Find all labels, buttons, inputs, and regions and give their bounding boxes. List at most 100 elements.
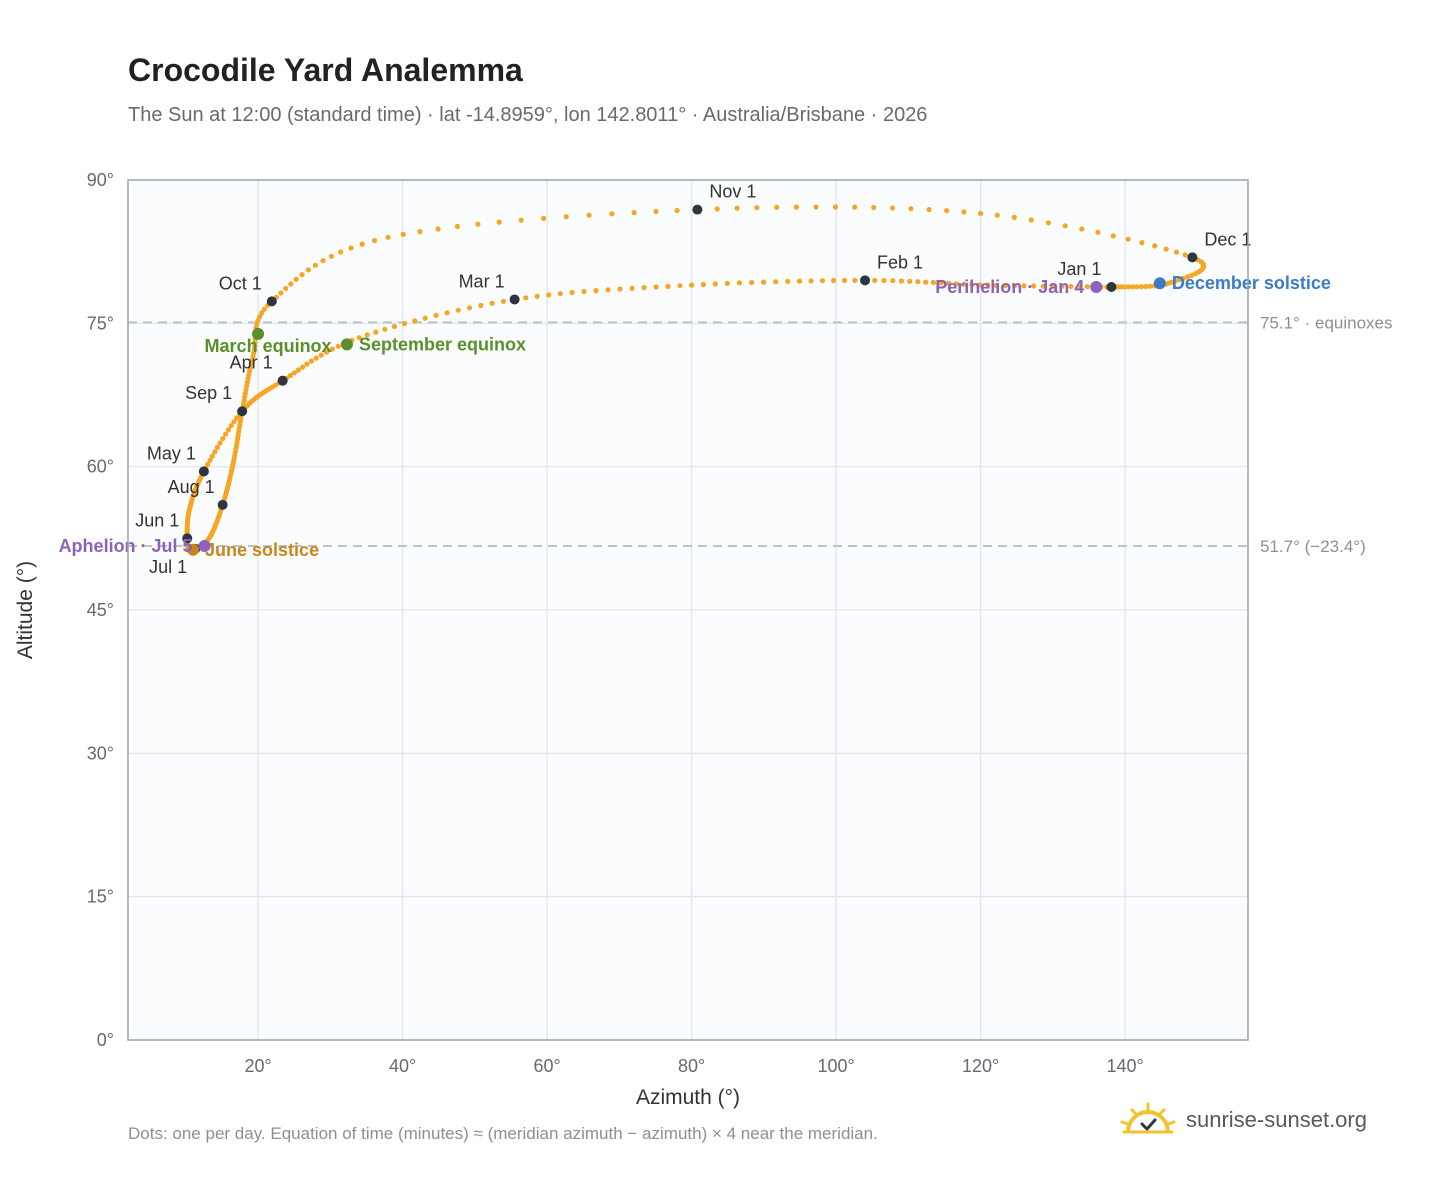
x-tick-label: 100°: [818, 1056, 855, 1076]
daily-dot: [1095, 229, 1101, 235]
daily-dot: [1110, 233, 1116, 239]
daily-dot: [749, 279, 755, 286]
daily-dot: [1028, 217, 1034, 223]
daily-dot: [631, 210, 637, 216]
daily-dot: [938, 280, 944, 286]
x-tick-label: 140°: [1107, 1056, 1144, 1076]
daily-dot: [422, 315, 428, 321]
daily-dot: [653, 284, 659, 290]
event-label: Perihelion · Jan 4: [935, 277, 1084, 297]
daily-dot: [1059, 283, 1065, 289]
month-label: May 1: [147, 443, 196, 463]
daily-dot: [674, 207, 680, 214]
daily-dot: [546, 292, 552, 298]
daily-dot: [300, 364, 306, 370]
y-tick-label: 15°: [87, 887, 114, 907]
y-tick-label: 30°: [87, 743, 114, 763]
daily-dot: [832, 204, 839, 210]
daily-dot: [1031, 283, 1037, 289]
month-markers: Jan 1 Feb 1 Mar 1 Apr 1 May 1 Jun 1 Jul 1 Aug 1…: [135, 182, 1251, 577]
daily-dot: [1045, 220, 1051, 226]
daily-dot: [653, 208, 659, 215]
month-marker: [509, 294, 520, 305]
event-marker: [198, 539, 211, 552]
daily-dot: [372, 238, 378, 244]
daily-dot: [313, 355, 319, 361]
daily-dot: [926, 207, 932, 213]
daily-dot: [641, 285, 647, 291]
month-marker: [692, 204, 703, 215]
daily-dot: [1021, 283, 1027, 289]
daily-dot: [1138, 284, 1144, 290]
daily-dot: [819, 278, 826, 284]
daily-dot: [785, 278, 791, 284]
daily-dot: [323, 349, 330, 355]
sun-check-icon: [1120, 1102, 1176, 1134]
daily-dot: [1011, 214, 1017, 220]
daily-dot: [295, 367, 301, 373]
daily-dot: [320, 258, 326, 264]
event-marker: [340, 338, 353, 351]
daily-dot: [977, 282, 983, 288]
daily-dot: [328, 253, 334, 259]
daily-dot: [212, 449, 218, 455]
daily-dot: [978, 210, 984, 216]
daily-dot: [329, 346, 335, 352]
daily-dot: [808, 278, 814, 284]
brand-text: sunrise-sunset.org: [1186, 1107, 1367, 1132]
month-label: Aug 1: [168, 477, 215, 497]
daily-dot: [1184, 274, 1191, 280]
daily-dot: [489, 300, 495, 306]
daily-dot: [385, 234, 391, 240]
month-label: Dec 1: [1204, 229, 1251, 249]
daily-dot: [518, 217, 524, 223]
daily-dot: [915, 279, 921, 285]
daily-dot: [373, 329, 379, 335]
daily-dot: [953, 281, 960, 287]
y-tick-label: 90°: [87, 170, 114, 190]
daily-dot: [1040, 283, 1046, 289]
daily-dot: [312, 262, 318, 268]
daily-dot: [338, 249, 344, 255]
daily-dot: [1076, 284, 1082, 290]
daily-dot: [1002, 282, 1008, 289]
month-marker: [266, 296, 277, 307]
month-label: Nov 1: [709, 182, 756, 202]
daily-dot: [359, 241, 365, 247]
month-marker: [860, 275, 871, 286]
y-tick-label: 0°: [97, 1030, 114, 1050]
daily-dot: [417, 229, 423, 235]
daily-dot: [813, 204, 819, 210]
y-tick-label: 45°: [87, 600, 114, 620]
daily-dot: [318, 352, 324, 358]
chart-title: Crocodile Yard Analemma: [128, 52, 523, 88]
daily-dot: [1180, 275, 1186, 281]
daily-dot: [356, 335, 362, 341]
daily-dot: [1139, 240, 1145, 246]
daily-dot: [444, 310, 450, 316]
event-markers: March equinox September equinox June solst…: [59, 273, 1331, 560]
daily-dot: [1176, 277, 1182, 283]
daily-dot: [773, 279, 779, 285]
daily-dot: [412, 318, 418, 324]
daily-dot: [364, 332, 370, 338]
axis-ticks: 20° 40° 60° 80° 100° 120° 140° 0° 15° 30° 45° 60° 75…: [87, 170, 1144, 1076]
daily-dot: [923, 279, 929, 285]
event-label: December solstice: [1172, 273, 1331, 293]
x-tick-label: 60°: [533, 1056, 560, 1076]
daily-dot: [220, 436, 226, 442]
month-label: Sep 1: [185, 383, 232, 403]
x-tick-label: 40°: [389, 1056, 416, 1076]
daily-dot: [308, 358, 314, 364]
daily-dot: [677, 283, 683, 289]
daily-dot: [335, 343, 341, 349]
daily-dot: [225, 427, 231, 433]
daily-dot: [1152, 243, 1158, 249]
daily-dot: [1173, 249, 1180, 255]
month-marker: [277, 375, 288, 386]
daily-dot: [969, 281, 975, 288]
daily-dot: [287, 372, 293, 379]
daily-dot: [609, 211, 615, 217]
brand[interactable]: sunrise-sunset.org: [1120, 1102, 1367, 1138]
daily-dot: [496, 219, 502, 225]
